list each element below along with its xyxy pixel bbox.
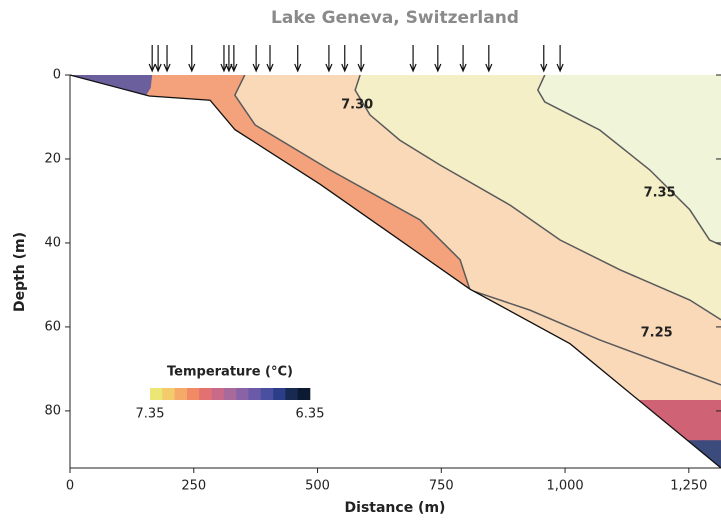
colorbar-swatch — [297, 388, 311, 400]
colorbar-title: Temperature (°C) — [167, 365, 293, 380]
y-tick-label: 20 — [44, 151, 61, 166]
isotherm — [354, 75, 721, 321]
sensor-arrow — [188, 45, 196, 73]
x-tick-label: 0 — [66, 479, 74, 494]
sensor-arrow — [540, 45, 548, 73]
sensor-arrow — [252, 45, 260, 73]
colorbar-swatch — [285, 388, 298, 400]
sensor-arrow — [341, 45, 349, 73]
contour-label: 7.25 — [641, 325, 673, 340]
sensor-arrow — [154, 45, 162, 73]
sensor-arrow — [485, 45, 493, 73]
sensor-arrow — [357, 45, 365, 73]
contour-label: 7.30 — [341, 97, 373, 112]
colorbar-tick-label: 7.35 — [136, 407, 165, 422]
colorbar-tick-label: 6.35 — [296, 407, 325, 422]
colorbar-swatch — [150, 388, 163, 400]
chart-title: Lake Geneva, Switzerland — [271, 8, 519, 28]
colorbar-swatch — [174, 388, 188, 400]
sensor-arrow — [163, 45, 171, 73]
y-tick-label: 40 — [44, 235, 61, 250]
x-tick-label: 1,000 — [546, 479, 583, 494]
colorbar-swatch — [236, 388, 249, 400]
x-tick-label: 250 — [181, 479, 206, 494]
x-tick-label: 750 — [429, 479, 454, 494]
sensor-arrow — [230, 45, 238, 73]
contour-label: 7.35 — [644, 185, 676, 200]
colorbar-swatch — [248, 388, 262, 400]
y-tick-label: 0 — [53, 68, 61, 83]
y-tick-label: 60 — [44, 319, 61, 334]
colorbar-swatch — [199, 388, 212, 400]
x-axis-label: Distance (m) — [345, 500, 446, 516]
y-tick-label: 80 — [44, 403, 61, 418]
colorbar-swatch — [211, 388, 225, 400]
temperature-zone — [629, 399, 721, 468]
colorbar-swatch — [186, 388, 200, 400]
colorbar-swatch — [223, 388, 237, 400]
sensor-arrow — [220, 45, 228, 73]
sensor-arrow — [294, 45, 302, 73]
x-tick-label: 1,250 — [670, 479, 707, 494]
lake-bed — [69, 74, 721, 469]
sensor-arrow — [459, 45, 467, 73]
plot-layer: 0 20 40 60 80 0 250 500 750 1,000 1,250 7.30 7.35 7.2… — [44, 45, 721, 494]
sensor-arrow — [409, 45, 417, 73]
colorbar-swatch — [162, 388, 175, 400]
sensor-arrow — [266, 45, 274, 73]
colorbar-swatch — [260, 388, 274, 400]
y-axis-label: Depth (m) — [12, 232, 28, 312]
isotherm — [536, 75, 721, 246]
sensor-arrow — [325, 45, 333, 73]
colorbar-swatch — [273, 388, 286, 400]
isotherm — [469, 289, 721, 386]
sensor-arrow — [434, 45, 442, 73]
temperature-zone — [537, 75, 721, 246]
sensor-arrow — [225, 45, 233, 73]
isotherm — [233, 75, 471, 291]
sensor-arrow — [148, 45, 156, 73]
x-tick-label: 500 — [305, 479, 330, 494]
sensor-arrow — [556, 45, 564, 73]
